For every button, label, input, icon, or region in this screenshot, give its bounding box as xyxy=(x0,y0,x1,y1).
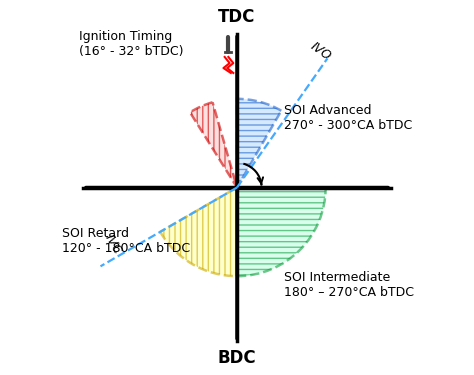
Text: TDC: TDC xyxy=(219,8,255,26)
Text: IVC: IVC xyxy=(102,232,124,256)
Text: IVO: IVO xyxy=(308,40,333,63)
Text: SOI Retard
120° - 180°CA bTDC: SOI Retard 120° - 180°CA bTDC xyxy=(62,227,190,255)
Text: BDC: BDC xyxy=(218,349,256,367)
Text: SOI Intermediate
180° – 270°CA bTDC: SOI Intermediate 180° – 270°CA bTDC xyxy=(284,271,414,299)
Text: SOI Advanced
270° - 300°CA bTDC: SOI Advanced 270° - 300°CA bTDC xyxy=(284,104,412,132)
Wedge shape xyxy=(237,99,282,188)
Wedge shape xyxy=(237,188,326,276)
Wedge shape xyxy=(160,188,237,276)
Text: Ignition Timing
(16° - 32° bTDC): Ignition Timing (16° - 32° bTDC) xyxy=(79,30,184,58)
Wedge shape xyxy=(190,102,237,188)
